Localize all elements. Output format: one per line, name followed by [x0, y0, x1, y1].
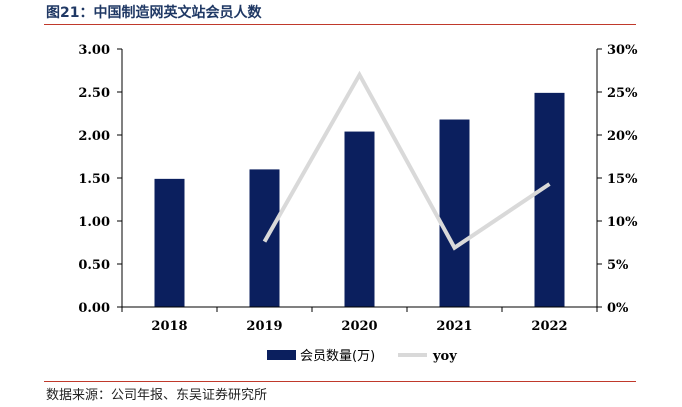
yoy-line	[262, 70, 551, 251]
y-right-tick-label: 0%	[607, 301, 629, 316]
title-divider	[44, 24, 636, 25]
source-note: 数据来源：公司年报、东吴证券研究所	[46, 388, 268, 403]
x-tick-label: 2019	[246, 319, 282, 334]
source-divider	[44, 381, 636, 382]
bar-2022	[534, 92, 565, 307]
y-left-tick-label: 0.00	[78, 301, 110, 316]
legend-label-yoy: yoy	[432, 349, 457, 364]
x-tick-label: 2020	[341, 319, 377, 334]
y-right-tick-label: 15%	[607, 172, 638, 187]
y-left-tick-label: 2.00	[78, 129, 110, 144]
y-left-tick-label: 2.50	[78, 86, 110, 101]
x-tick-label: 2018	[151, 319, 187, 334]
y-right-tick-label: 30%	[607, 43, 638, 58]
legend-swatch-bar	[267, 350, 296, 360]
x-tick-label: 2021	[436, 319, 472, 334]
y-right-tick-label: 25%	[607, 86, 638, 101]
y-right-tick-label: 10%	[607, 215, 638, 230]
chart: 0.00 0.50 1.00 1.50 2.00 2.50 3.00 0% 5% 10% 15% 20…	[78, 43, 638, 364]
legend-label-bar: 会员数量(万)	[300, 349, 375, 364]
y-left-tick-label: 0.50	[78, 258, 110, 273]
y-right-tick-label: 5%	[607, 258, 629, 273]
y-left-tick-label: 1.00	[78, 215, 110, 230]
bar-2021	[439, 119, 470, 308]
bar-2018	[154, 178, 185, 307]
y-right-tick-label: 20%	[607, 129, 638, 144]
y-left-tick-label: 3.00	[78, 43, 110, 58]
x-tick-label: 2022	[531, 319, 567, 334]
bar-2020	[344, 131, 375, 307]
y-left-tick-label: 1.50	[78, 172, 110, 187]
figure-title: 图21：中国制造网英文站会员人数	[46, 5, 262, 21]
